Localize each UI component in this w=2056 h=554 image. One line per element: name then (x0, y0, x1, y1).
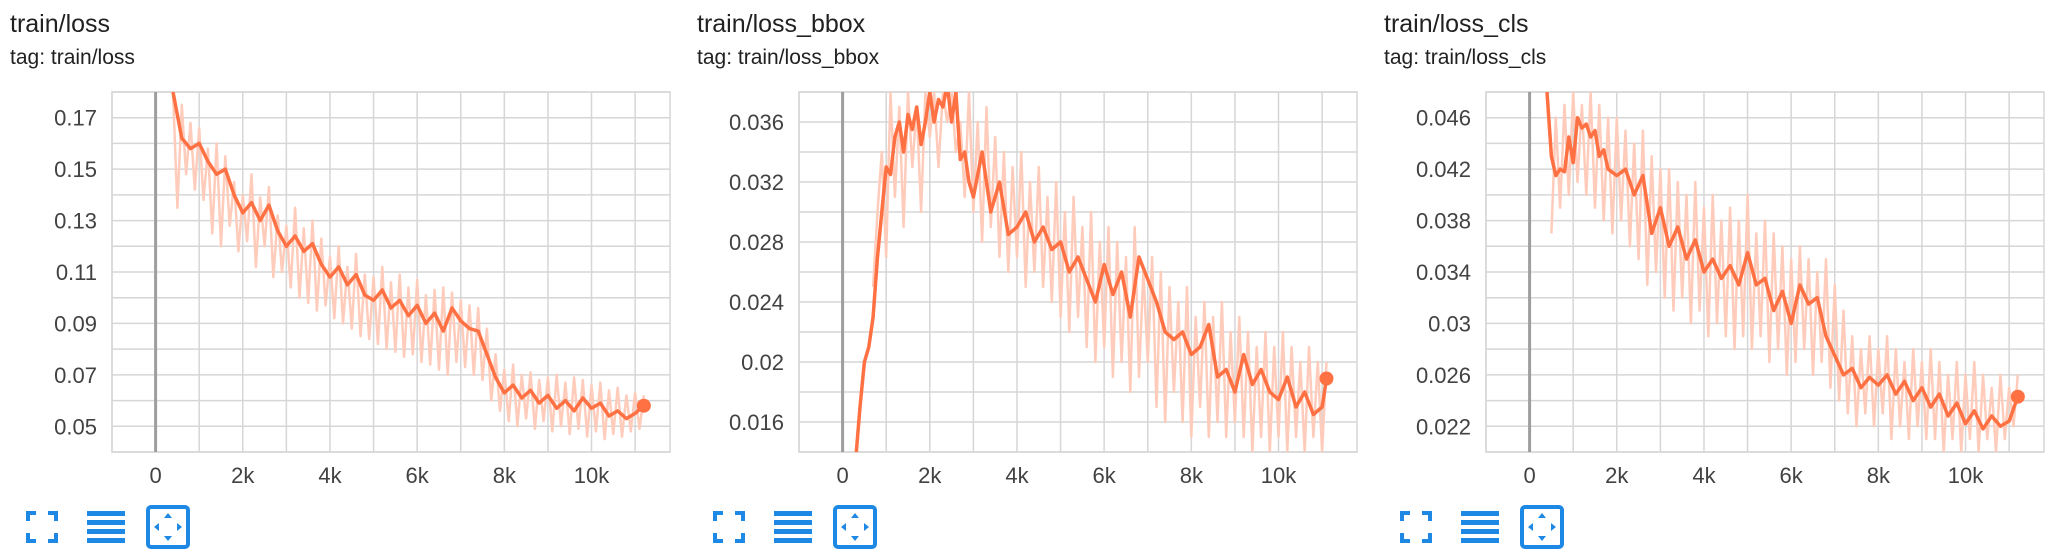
y-tick-label: 0.038 (1416, 209, 1471, 234)
y-tick-label: 0.016 (729, 410, 784, 435)
chart-tag: tag: train/loss_bbox (697, 46, 880, 69)
toggle-log-scale-button[interactable] (771, 505, 815, 549)
toggle-log-scale-button[interactable] (1458, 505, 1502, 549)
y-tick-label: 0.034 (1416, 260, 1471, 285)
toggle-log-y-icon (774, 511, 812, 543)
x-tick-label: 0 (1523, 463, 1535, 488)
y-tick-label: 0.02 (741, 350, 784, 375)
smoothed-series-line (1545, 92, 2020, 431)
fullscreen-icon (26, 511, 58, 543)
smoothed-series-line (854, 92, 1329, 452)
chart-card-loss-cls: train/loss_cls tag: train/loss_cls 0 2k 4k… (1374, 0, 2054, 554)
fullscreen-icon (713, 511, 745, 543)
y-tick-label: 0.022 (1416, 414, 1471, 439)
toggle-log-y-icon (1461, 511, 1499, 543)
x-tick-label: 0 (149, 463, 161, 488)
chart-card-loss: train/loss tag: train/loss 0 2k 4k 6k 8k 10k 0… (0, 0, 680, 554)
y-tick-label: 0.042 (1416, 157, 1471, 182)
y-tick-label: 0.032 (729, 170, 784, 195)
chart-tag: tag: train/loss (10, 46, 135, 69)
x-tick-label: 2k (918, 463, 942, 488)
fit-domain-icon (146, 505, 190, 549)
x-tick-label: 2k (1605, 463, 1629, 488)
line-chart[interactable]: 0 2k 4k 6k 8k 10k 0.022 0.026 0.03 0.034 0.038 0.04… (1374, 80, 2054, 500)
x-tick-label: 10k (574, 463, 610, 488)
x-tick-label: 4k (1692, 463, 1716, 488)
x-tick-label: 4k (1005, 463, 1029, 488)
raw-series-line (1550, 92, 2020, 452)
x-tick-label: 10k (1261, 463, 1297, 488)
y-tick-label: 0.024 (729, 290, 784, 315)
fullscreen-button[interactable] (707, 505, 751, 549)
y-tick-label: 0.13 (54, 209, 97, 234)
chart-title: train/loss_cls (1384, 10, 1529, 38)
raw-series-line (171, 92, 646, 441)
smoothed-series-line (171, 92, 645, 421)
line-chart[interactable]: 0 2k 4k 6k 8k 10k 0.016 0.02 0.024 0.028 0.032 0.03… (687, 80, 1367, 500)
fit-domain-icon (1520, 505, 1564, 549)
y-tick-label: 0.026 (1416, 363, 1471, 388)
y-tick-label: 0.046 (1416, 106, 1471, 131)
toggle-log-scale-button[interactable] (84, 505, 128, 549)
fit-domain-button[interactable] (1520, 505, 1564, 549)
last-value-marker (1319, 371, 1334, 386)
x-tick-label: 8k (1180, 463, 1204, 488)
x-tick-label: 6k (406, 463, 430, 488)
chart-title: train/loss_bbox (697, 10, 866, 38)
toggle-log-y-icon (87, 511, 125, 543)
plot-frame (1485, 91, 2045, 453)
fullscreen-icon (1400, 511, 1432, 543)
x-tick-label: 8k (493, 463, 517, 488)
x-tick-label: 10k (1948, 463, 1984, 488)
fit-domain-button[interactable] (833, 505, 877, 549)
y-tick-label: 0.036 (729, 110, 784, 135)
y-tick-label: 0.15 (54, 157, 97, 182)
last-value-marker (2010, 389, 2025, 404)
y-tick-label: 0.05 (54, 414, 97, 439)
plot-frame (111, 91, 671, 453)
x-tick-label: 6k (1093, 463, 1117, 488)
y-tick-label: 0.11 (56, 260, 97, 285)
chart-title: train/loss (10, 10, 111, 38)
y-tick-label: 0.03 (1428, 311, 1471, 336)
y-tick-label: 0.09 (54, 311, 97, 336)
x-tick-label: 0 (836, 463, 848, 488)
line-chart[interactable]: 0 2k 4k 6k 8k 10k 0.05 0.07 0.09 0.11 0.13 0.15 0.17 (0, 80, 680, 500)
x-tick-label: 4k (318, 463, 342, 488)
y-tick-label: 0.17 (54, 106, 97, 131)
y-tick-label: 0.07 (54, 363, 97, 388)
plot-frame (798, 91, 1358, 453)
fullscreen-button[interactable] (20, 505, 64, 549)
x-tick-label: 2k (231, 463, 255, 488)
chart-card-loss-bbox: train/loss_bbox tag: train/loss_bbox 0 2k… (687, 0, 1367, 554)
fullscreen-button[interactable] (1394, 505, 1438, 549)
x-tick-label: 8k (1867, 463, 1891, 488)
y-tick-label: 0.028 (729, 230, 784, 255)
fit-domain-icon (833, 505, 877, 549)
fit-domain-button[interactable] (146, 505, 190, 549)
chart-tag: tag: train/loss_cls (1384, 46, 1547, 69)
x-tick-label: 6k (1780, 463, 1804, 488)
last-value-marker (636, 398, 651, 413)
